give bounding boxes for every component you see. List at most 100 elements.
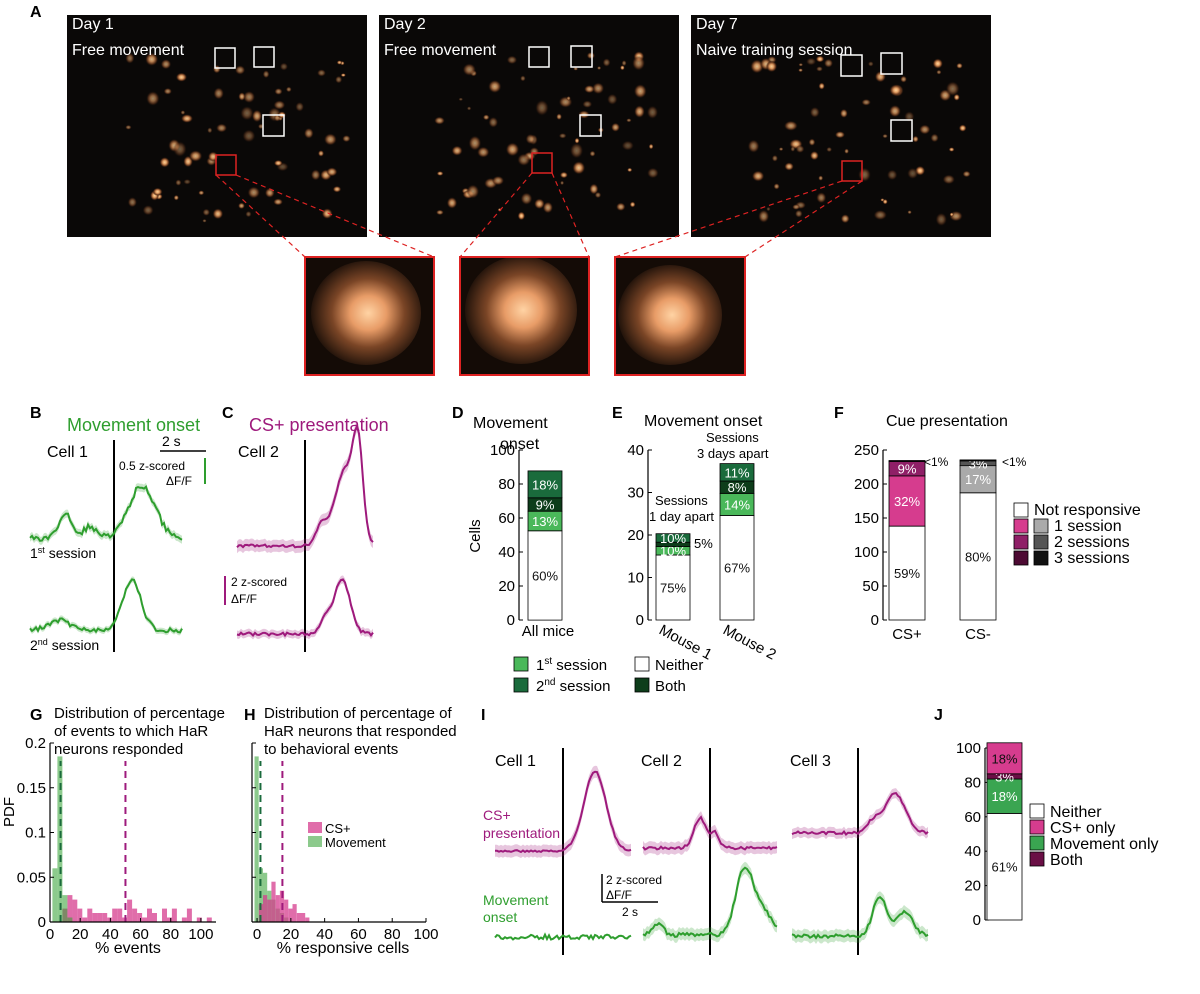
cell-blob: [279, 62, 289, 71]
cell-blob: [207, 127, 213, 134]
f-bar-segment-label: 32%: [894, 494, 920, 509]
cell-blob: [127, 197, 138, 208]
g-hist-bar: [112, 908, 118, 922]
d-y-tick-label: 80: [498, 476, 515, 493]
cell-blob: [152, 187, 163, 196]
cell-blob: [517, 211, 526, 221]
cell-blob: [621, 60, 627, 67]
cell-blob: [175, 72, 188, 82]
cell-blob: [826, 146, 833, 153]
svg-text:Both: Both: [1050, 852, 1083, 869]
e-bar-segment-label: 14%: [724, 497, 750, 512]
trace-cell3-cs: [791, 791, 929, 836]
f-bar-segment: [959, 492, 997, 621]
day2-label: Day 2: [384, 16, 426, 33]
cell-blob: [535, 99, 549, 116]
e-bar-segment-label: 8%: [728, 480, 747, 495]
g-hist-bar: [92, 913, 98, 922]
panel-b-row2-label: 2nd session: [30, 637, 99, 653]
cell-blob: [274, 88, 283, 95]
f-x-tick-label: CS+: [892, 626, 922, 643]
cell-blob: [542, 201, 554, 214]
cell-blob: [125, 52, 135, 64]
cell-blob: [620, 65, 625, 71]
trace-cell2-session2: [236, 578, 374, 638]
cell-blob: [633, 84, 647, 99]
cell-blob: [326, 167, 338, 177]
cell-blob: [247, 186, 261, 199]
cell-blob: [621, 140, 634, 151]
cell-blob: [295, 101, 305, 112]
g-y-tick-label: 0.15: [17, 780, 46, 797]
cell-blob: [816, 66, 823, 72]
cell-blob: [886, 169, 898, 181]
trace-cell3-move: [791, 896, 929, 940]
cell-blob: [792, 204, 800, 210]
cell-blob: [273, 100, 286, 110]
h-hist-bar: [292, 904, 297, 922]
cell-blob: [611, 122, 620, 132]
cell-blob: [173, 141, 187, 158]
f-bar-segment: [888, 475, 926, 527]
cell-blob: [198, 190, 205, 196]
trace-sem-band: [30, 576, 182, 636]
cell-blob: [482, 114, 490, 121]
cell-blob: [342, 135, 351, 143]
cell-blob: [912, 135, 919, 143]
g-y-tick-label: 0.2: [25, 735, 46, 752]
g-hist-bar: [107, 917, 113, 922]
svg-text:Not responsive: Not responsive: [1034, 502, 1141, 519]
cell-blob: [466, 184, 480, 199]
svg-text:Movement only: Movement only: [1050, 836, 1159, 853]
cell-blob: [936, 69, 942, 75]
trace-sem-band: [792, 891, 928, 944]
h-hist-bar: [267, 899, 272, 922]
svg-text:Neither: Neither: [655, 657, 703, 674]
j-y-tick-label: 40: [964, 843, 981, 860]
h-hist-bar: [296, 913, 301, 922]
cell-blob: [573, 67, 579, 71]
g-hist-bar: [102, 913, 108, 922]
cell-blob: [818, 82, 825, 90]
cell-blob: [310, 169, 321, 181]
h-hist-bar: [288, 908, 293, 922]
g-hist-bar: [206, 917, 212, 922]
panel-b-time-scale: 2 s: [162, 433, 181, 449]
zoom-connectors: [215, 172, 863, 258]
chart-d: 0 20 40 60 80 100 60% 13%9% 18% All mice: [490, 442, 574, 640]
cell-blob: [784, 162, 794, 171]
trace-cell2-cs: [642, 815, 778, 851]
d-bar-segment-label: 13%: [532, 514, 558, 529]
panel-i-cell2: Cell 2: [641, 753, 682, 770]
cell-blob: [798, 62, 804, 67]
cell-blob: [956, 62, 963, 69]
trace-sem-band: [495, 765, 631, 858]
cell-cluster: [434, 51, 659, 221]
g-hist-bar: [67, 895, 73, 922]
cell-blob: [285, 86, 292, 93]
trace-cell2-move: [642, 866, 778, 938]
g-hist-bar: [57, 756, 63, 922]
panel-h-title-1: Distribution of percentage of: [264, 705, 452, 722]
cell-blob: [572, 161, 586, 175]
g-hist-bar: [52, 868, 58, 922]
panel-i-row2-b: onset: [483, 909, 517, 925]
cell-blob: [506, 55, 518, 65]
cell-blob: [773, 183, 780, 190]
cell-blob: [942, 174, 956, 185]
trace-cell2-session1: [236, 422, 374, 549]
panel-letter-f: F: [834, 405, 844, 422]
g-hist-bar: [186, 908, 192, 922]
cell-blob: [790, 146, 796, 152]
day1-sublabel: Free movement: [72, 42, 185, 59]
cell-blob: [160, 59, 172, 70]
svg-text:1 session: 1 session: [1054, 518, 1122, 535]
svg-text:2 sessions: 2 sessions: [1054, 534, 1130, 551]
cell-blob: [262, 70, 270, 79]
g-y-tick-label: 0: [38, 914, 46, 931]
f-y-tick-label: 150: [854, 510, 879, 527]
cell-blob: [945, 81, 960, 97]
panel-c-title: CS+ presentation: [249, 415, 389, 435]
h-x-tick-label: 40: [316, 926, 333, 943]
